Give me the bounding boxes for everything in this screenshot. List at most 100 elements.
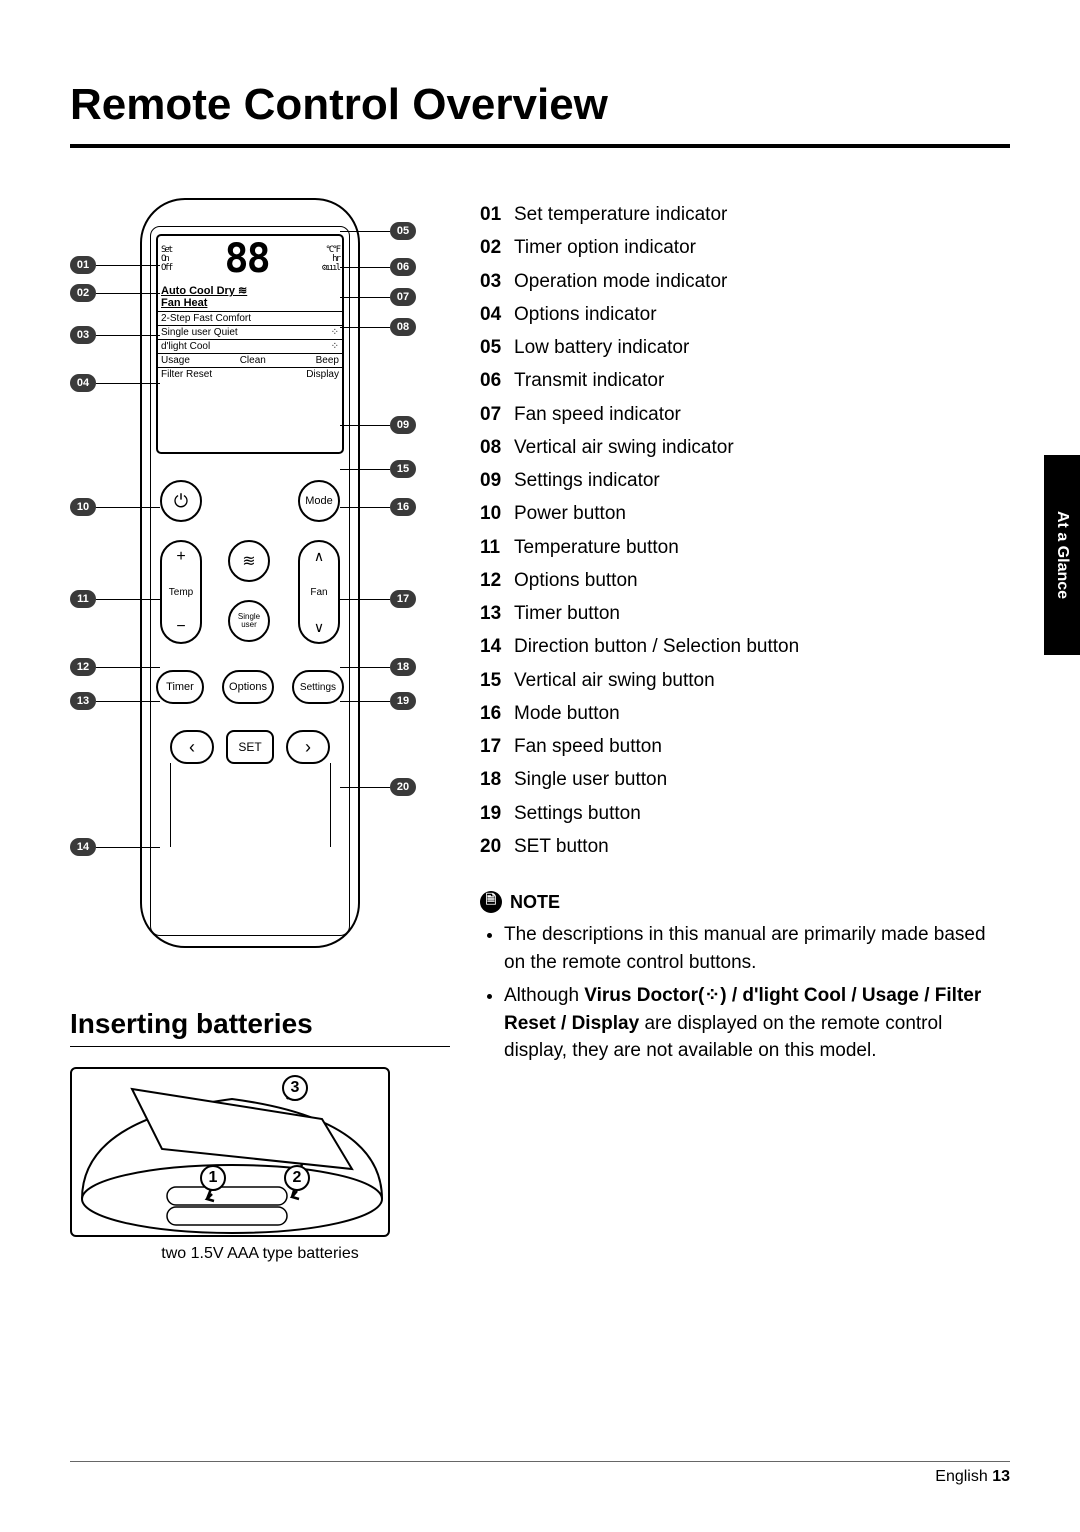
opt-row5: Filter ResetDisplay bbox=[158, 368, 342, 381]
legend-item: 01Set temperature indicator bbox=[480, 198, 1010, 231]
batteries-heading: Inserting batteries bbox=[70, 1008, 450, 1047]
note-icon: 🗎 bbox=[480, 891, 502, 913]
step-2: 2 bbox=[284, 1165, 310, 1191]
legend-label: Direction button / Selection button bbox=[514, 630, 799, 663]
legend-label: Single user button bbox=[514, 763, 667, 796]
legend-item: 11Temperature button bbox=[480, 531, 1010, 564]
off-label: Off bbox=[161, 264, 171, 273]
legend-label: Settings indicator bbox=[514, 464, 660, 497]
legend-label: Options indicator bbox=[514, 298, 657, 331]
leader-line bbox=[340, 267, 390, 268]
legend-num: 01 bbox=[480, 198, 506, 231]
leader-line bbox=[340, 425, 390, 426]
leader-line bbox=[96, 293, 160, 294]
legend-num: 13 bbox=[480, 597, 506, 630]
footer-page: 13 bbox=[992, 1468, 1010, 1485]
legend-item: 10Power button bbox=[480, 497, 1010, 530]
legend-item: 17Fan speed button bbox=[480, 730, 1010, 763]
battery-svg bbox=[72, 1069, 392, 1239]
legend-item: 02Timer option indicator bbox=[480, 231, 1010, 264]
note-list: The descriptions in this manual are prim… bbox=[480, 921, 1010, 1065]
legend-label: Temperature button bbox=[514, 531, 679, 564]
leader-line bbox=[340, 297, 390, 298]
legend-num: 12 bbox=[480, 564, 506, 597]
callout-18: 18 bbox=[390, 658, 416, 676]
set-button[interactable]: SET bbox=[226, 730, 274, 764]
legend-label: Low battery indicator bbox=[514, 331, 689, 364]
legend-num: 05 bbox=[480, 331, 506, 364]
settings-button[interactable]: Settings bbox=[292, 670, 344, 704]
legend-label: SET button bbox=[514, 830, 609, 863]
modes1: Auto Cool Dry bbox=[161, 285, 235, 297]
leader-line bbox=[96, 667, 160, 668]
legend-item: 18Single user button bbox=[480, 763, 1010, 796]
single-user-button[interactable]: Single user bbox=[228, 600, 270, 642]
legend-label: Vertical air swing indicator bbox=[514, 431, 734, 464]
legend-num: 07 bbox=[480, 398, 506, 431]
minus-icon: − bbox=[176, 618, 185, 636]
callout-12: 12 bbox=[70, 658, 96, 676]
remote-buttons: ⏻ Mode + Temp − ≋ ∧ Fan ∨ Single user Ti… bbox=[156, 470, 344, 932]
legend-num: 16 bbox=[480, 697, 506, 730]
temp-button[interactable]: + Temp − bbox=[160, 540, 202, 644]
callout-08: 08 bbox=[390, 318, 416, 336]
callout-11: 11 bbox=[70, 590, 96, 608]
note-section: 🗎 NOTE The descriptions in this manual a… bbox=[480, 891, 1010, 1065]
legend-num: 19 bbox=[480, 797, 506, 830]
left-column: Set On Off 88 °C°F hr ⚙ıııl Auto Cool Dr… bbox=[70, 198, 450, 1263]
options-button[interactable]: Options bbox=[222, 670, 274, 704]
right-column: 01Set temperature indicator02Timer optio… bbox=[480, 198, 1010, 1263]
note-heading-text: NOTE bbox=[510, 892, 560, 913]
step-3: 3 bbox=[282, 1075, 308, 1101]
screen-top-row: Set On Off 88 °C°F hr ⚙ıııl bbox=[158, 236, 342, 282]
leader-line bbox=[96, 701, 160, 702]
legend-num: 03 bbox=[480, 265, 506, 298]
mode-button[interactable]: Mode bbox=[298, 480, 340, 522]
legend-num: 04 bbox=[480, 298, 506, 331]
fan-label: Fan bbox=[310, 587, 327, 598]
battery-caption: two 1.5V AAA type batteries bbox=[70, 1245, 450, 1263]
leader-line bbox=[96, 507, 160, 508]
legend-label: Fan speed indicator bbox=[514, 398, 681, 431]
legend-item: 12Options button bbox=[480, 564, 1010, 597]
legend-num: 10 bbox=[480, 497, 506, 530]
modes-row: Auto Cool Dry ≋ Fan Heat bbox=[158, 282, 342, 312]
side-tab: At a Glance bbox=[1044, 455, 1080, 655]
legend-item: 20SET button bbox=[480, 830, 1010, 863]
callout-07: 07 bbox=[390, 288, 416, 306]
legend-num: 20 bbox=[480, 830, 506, 863]
legend-item: 06Transmit indicator bbox=[480, 364, 1010, 397]
battery-diagram: 1 2 3 bbox=[70, 1067, 390, 1237]
right-button[interactable]: › bbox=[286, 730, 330, 764]
legend-item: 04Options indicator bbox=[480, 298, 1010, 331]
step-1: 1 bbox=[200, 1165, 226, 1191]
callout-13: 13 bbox=[70, 692, 96, 710]
leader-line bbox=[96, 599, 160, 600]
leader-line bbox=[96, 335, 160, 336]
opt-row3: d'light Cool⁘ bbox=[158, 340, 342, 354]
power-button[interactable]: ⏻ bbox=[160, 480, 202, 522]
callout-20: 20 bbox=[390, 778, 416, 796]
leader-line bbox=[340, 327, 390, 328]
temp-label: Temp bbox=[169, 587, 193, 598]
leader-line bbox=[340, 469, 390, 470]
legend-list: 01Set temperature indicator02Timer optio… bbox=[480, 198, 1010, 863]
timer-button[interactable]: Timer bbox=[156, 670, 204, 704]
callout-09: 09 bbox=[390, 416, 416, 434]
callout-14: 14 bbox=[70, 838, 96, 856]
legend-item: 03Operation mode indicator bbox=[480, 265, 1010, 298]
legend-item: 05Low battery indicator bbox=[480, 331, 1010, 364]
legend-label: Operation mode indicator bbox=[514, 265, 727, 298]
legend-num: 17 bbox=[480, 730, 506, 763]
left-button[interactable]: ‹ bbox=[170, 730, 214, 764]
leader-line bbox=[330, 763, 331, 847]
legend-num: 15 bbox=[480, 664, 506, 697]
legend-label: Settings button bbox=[514, 797, 641, 830]
legend-label: Vertical air swing button bbox=[514, 664, 715, 697]
callout-16: 16 bbox=[390, 498, 416, 516]
remote-screen: Set On Off 88 °C°F hr ⚙ıııl Auto Cool Dr… bbox=[156, 234, 344, 454]
legend-num: 14 bbox=[480, 630, 506, 663]
swing-button[interactable]: ≋ bbox=[228, 540, 270, 582]
leader-line bbox=[340, 507, 390, 508]
fan-button[interactable]: ∧ Fan ∨ bbox=[298, 540, 340, 644]
